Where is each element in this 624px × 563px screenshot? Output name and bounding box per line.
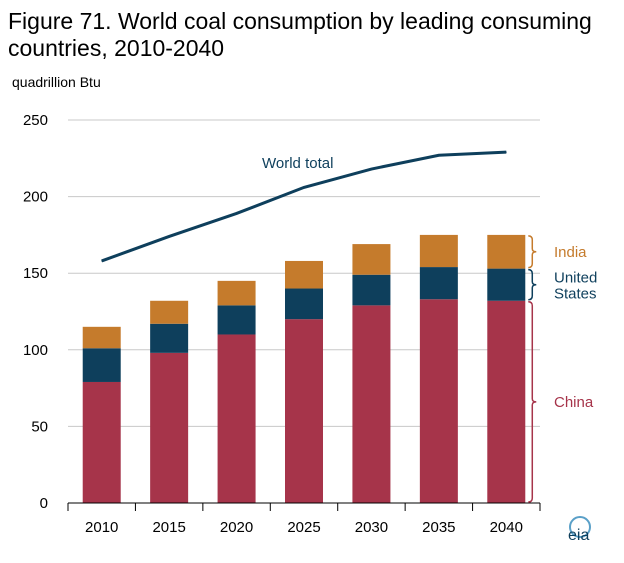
us-brace bbox=[528, 268, 537, 301]
world-total-line bbox=[101, 150, 507, 263]
y-tick-label: 200 bbox=[23, 189, 48, 206]
bar-segment-china bbox=[419, 299, 458, 503]
bar-segment-china bbox=[352, 305, 391, 503]
world-total-point bbox=[168, 235, 170, 237]
bar-segment-india bbox=[285, 260, 323, 289]
bar-segment-united-states bbox=[352, 274, 391, 306]
bar-segment-china bbox=[82, 381, 121, 503]
world-total-point bbox=[101, 260, 103, 262]
bar-segment-india bbox=[150, 300, 189, 324]
bar-segment-china bbox=[150, 352, 189, 503]
world-total-point bbox=[505, 151, 507, 153]
us-label-line1: United bbox=[554, 270, 597, 287]
bar-segment-india bbox=[487, 234, 526, 269]
bar-segment-china bbox=[217, 334, 256, 503]
chart-title: Figure 71. World coal consumption by lea… bbox=[8, 8, 592, 61]
india-brace bbox=[528, 235, 537, 269]
y-axis-unit-label: quadrillion Btu bbox=[12, 74, 101, 90]
y-tick-label: 0 bbox=[40, 495, 48, 512]
india-label: India bbox=[554, 244, 587, 261]
x-tick-label: 2035 bbox=[422, 519, 455, 536]
x-tick-label: 2020 bbox=[220, 519, 253, 536]
world-total-point bbox=[438, 154, 440, 156]
eia-logo-text: eia bbox=[568, 527, 589, 544]
bar-segment-united-states bbox=[285, 288, 323, 320]
world-total-point bbox=[303, 186, 305, 188]
bar-segment-india bbox=[82, 326, 121, 349]
eia-logo: eia bbox=[568, 516, 591, 544]
world-total-point bbox=[236, 212, 238, 214]
bar-segment-united-states bbox=[487, 268, 526, 301]
y-tick-label: 250 bbox=[23, 112, 48, 129]
bar-segment-china bbox=[285, 319, 323, 503]
china-label: China bbox=[554, 394, 594, 411]
us-label-line2: States bbox=[554, 286, 597, 303]
bar-segment-united-states bbox=[150, 323, 189, 353]
bar-segment-united-states bbox=[217, 305, 256, 335]
stacked-bars bbox=[82, 234, 526, 503]
bar-segment-india bbox=[419, 234, 458, 268]
china-brace bbox=[528, 301, 537, 503]
y-tick-label: 150 bbox=[23, 265, 48, 282]
eia-logo-mark bbox=[569, 516, 591, 538]
x-tick-label: 2010 bbox=[85, 519, 118, 536]
x-tick-label: 2040 bbox=[490, 519, 523, 536]
axes: 0 50 100 150 200 250 2010 2015 2020 2025 2030 2035 2… bbox=[23, 112, 541, 536]
bar-segment-india bbox=[217, 280, 256, 306]
x-tick-label: 2030 bbox=[355, 519, 388, 536]
world-total-label: World total bbox=[262, 155, 333, 172]
bar-segment-china bbox=[487, 300, 526, 503]
x-tick-label: 2015 bbox=[152, 519, 185, 536]
bar-segment-india bbox=[352, 244, 391, 275]
bar-segment-united-states bbox=[419, 267, 458, 300]
x-tick-label: 2025 bbox=[287, 519, 320, 536]
y-tick-label: 100 bbox=[23, 342, 48, 359]
bar-segment-united-states bbox=[82, 348, 121, 382]
world-total-point bbox=[370, 168, 372, 170]
y-tick-label: 50 bbox=[31, 418, 48, 435]
